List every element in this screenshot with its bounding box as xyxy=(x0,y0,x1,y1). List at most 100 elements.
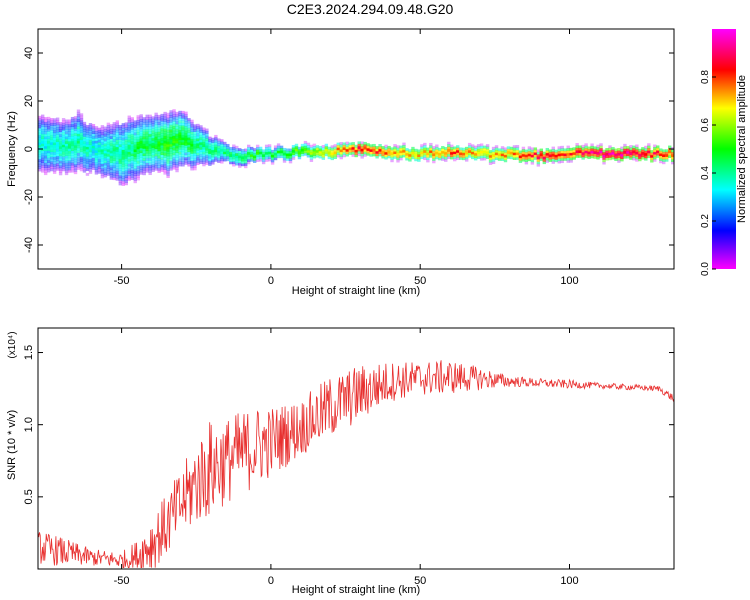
heatmap-cell xyxy=(91,157,96,161)
heatmap-cell xyxy=(199,137,203,141)
heatmap-cell xyxy=(172,140,176,144)
heatmap-cell xyxy=(417,159,421,162)
heatmap-cell xyxy=(172,164,176,168)
heatmap-cell xyxy=(148,162,152,166)
heatmap-cell xyxy=(94,157,99,161)
heatmap-cell xyxy=(163,135,167,139)
heatmap-cell xyxy=(67,153,72,156)
heatmap-cell xyxy=(247,159,251,162)
heatmap-cell xyxy=(620,151,624,155)
heatmap-cell xyxy=(151,123,155,127)
heatmap-cell xyxy=(61,134,66,138)
heatmap-cell xyxy=(190,148,194,152)
heatmap-cell xyxy=(79,161,84,165)
heatmap-cell xyxy=(450,156,454,160)
heatmap-cell xyxy=(61,146,66,150)
x-tick-label: 100 xyxy=(560,575,578,587)
heatmap-cell xyxy=(488,159,493,163)
heatmap-cell xyxy=(157,148,161,152)
heatmap-cell xyxy=(52,135,57,138)
heatmap-cell xyxy=(100,137,105,140)
heatmap-cell xyxy=(187,118,191,121)
heatmap-cell xyxy=(58,172,63,176)
heatmap-cell xyxy=(115,146,120,150)
heatmap-cell xyxy=(103,145,108,149)
heatmap-cell xyxy=(127,175,131,179)
heatmap-cell xyxy=(217,148,221,151)
heatmap-cell xyxy=(545,159,549,163)
heatmap-cell xyxy=(67,165,72,168)
heatmap-cell xyxy=(82,136,87,140)
heatmap-cell xyxy=(247,147,251,150)
heatmap-cell xyxy=(548,149,552,153)
heatmap-cell xyxy=(202,146,206,150)
heatmap-cell xyxy=(578,155,582,158)
heatmap-cell xyxy=(55,160,60,164)
heatmap-cell xyxy=(142,117,146,120)
heatmap-cell xyxy=(100,173,105,176)
heatmap-cell xyxy=(575,147,579,151)
heatmap-cell xyxy=(261,161,266,165)
heatmap-cell xyxy=(372,148,376,152)
heatmap-cell xyxy=(396,154,400,158)
heatmap-cell xyxy=(112,148,117,152)
heatmap-cell xyxy=(202,141,206,145)
heatmap-cell xyxy=(43,138,48,142)
heatmap-cell xyxy=(551,146,555,150)
heatmap-cell xyxy=(166,112,170,116)
heatmap-cell xyxy=(133,122,137,126)
heatmap-cell xyxy=(590,153,594,156)
heatmap-cell xyxy=(184,140,188,144)
heatmap-cell xyxy=(563,150,567,154)
heatmap-cell xyxy=(61,163,66,167)
heatmap-cell xyxy=(67,138,72,142)
heatmap-cell xyxy=(497,148,502,152)
heatmap-cell xyxy=(184,126,188,129)
heatmap-cell xyxy=(190,119,194,123)
heatmap-cell xyxy=(542,154,547,157)
heatmap-cell xyxy=(261,151,266,155)
heatmap-cell xyxy=(518,150,523,154)
heatmap-cell xyxy=(199,139,203,143)
heatmap-cell xyxy=(103,148,108,151)
heatmap-cell xyxy=(462,152,466,156)
heatmap-cell xyxy=(587,148,591,152)
heatmap-cell xyxy=(172,147,176,151)
heatmap-cell xyxy=(46,169,51,173)
heatmap-cell xyxy=(444,159,448,162)
heatmap-cell xyxy=(133,161,137,164)
heatmap-cell xyxy=(456,147,460,151)
heatmap-cell xyxy=(73,166,78,170)
heatmap-cell xyxy=(76,126,81,130)
heatmap-cell xyxy=(49,134,54,138)
heatmap-cell xyxy=(459,154,463,158)
heatmap-cell xyxy=(208,158,212,162)
heatmap-cell xyxy=(187,137,191,141)
heatmap-cell xyxy=(229,156,233,160)
heatmap-cell xyxy=(97,151,102,155)
heatmap-cell xyxy=(644,145,648,149)
heatmap-cell xyxy=(136,177,140,181)
heatmap-cell xyxy=(333,151,337,155)
heatmap-cell xyxy=(148,141,152,144)
heatmap-cell xyxy=(145,143,149,147)
heatmap-cell xyxy=(270,152,275,156)
heatmap-cell xyxy=(115,149,120,152)
heatmap-cell xyxy=(70,148,75,151)
heatmap-cell xyxy=(518,157,523,161)
heatmap-cell xyxy=(139,155,143,158)
heatmap-cell xyxy=(139,145,143,149)
heatmap-cell xyxy=(100,127,105,131)
heatmap-cell xyxy=(49,151,54,155)
heatmap-cell xyxy=(175,126,179,130)
heatmap-cell xyxy=(279,148,284,151)
heatmap-cell xyxy=(127,153,131,157)
heatmap-cell xyxy=(578,145,582,149)
heatmap-cell xyxy=(494,145,499,149)
heatmap-cell xyxy=(130,177,134,181)
heatmap-cell xyxy=(55,127,60,130)
heatmap-cell xyxy=(115,137,120,140)
heatmap-cell xyxy=(184,154,188,158)
heatmap-cell xyxy=(450,144,454,148)
heatmap-cell xyxy=(46,140,51,144)
